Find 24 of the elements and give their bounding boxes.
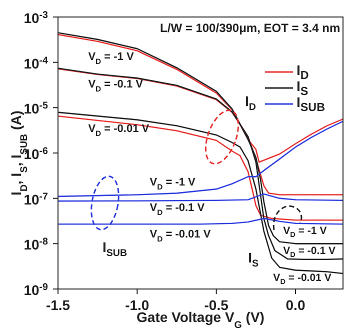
- line-series: [58, 193, 343, 202]
- annotation: V$_{D}$ = -0.1 V: [150, 202, 206, 217]
- annotation: V$_{D}$ = -0.1 V: [283, 244, 336, 260]
- line-series: [58, 116, 343, 221]
- annotation: V$_{D}$ = -0.01 V: [150, 228, 212, 244]
- x-tick-label: 0.0: [286, 297, 306, 313]
- annotation: V$_{D}$ = -0.01 V: [88, 122, 150, 138]
- y-tick-label: 10$^{-3}$: [24, 10, 49, 26]
- x-tick-label: -1.5: [46, 297, 70, 313]
- annotation: L/W = 100/390μm, EOT = 3.4 nm: [160, 21, 340, 36]
- annotation: V$_{D}$ = -0.1 V: [88, 78, 144, 93]
- y-tick-label: 10$^{-7}$: [24, 190, 49, 208]
- annotation: V$_{D}$ = -1 V: [283, 224, 327, 240]
- annotation: V$_{D}$ = -1 V: [150, 176, 196, 191]
- annotation: I$_{D}$: [244, 92, 256, 114]
- annotation: I$_{SUB}$: [102, 238, 128, 260]
- y-tick-label: 10$^{-9}$: [24, 282, 49, 298]
- y-tick-label: 10$^{-4}$: [24, 54, 49, 72]
- annotation: V$_{D}$ = -0.01 V: [273, 272, 332, 287]
- y-tick-label: 10$^{-5}$: [24, 100, 49, 117]
- annotation: I$_{S}$: [248, 248, 259, 270]
- annotation: V$_{D}$ = -1 V: [88, 50, 134, 66]
- y-tick-label: 10$^{-8}$: [24, 236, 49, 253]
- line-series: [58, 120, 343, 198]
